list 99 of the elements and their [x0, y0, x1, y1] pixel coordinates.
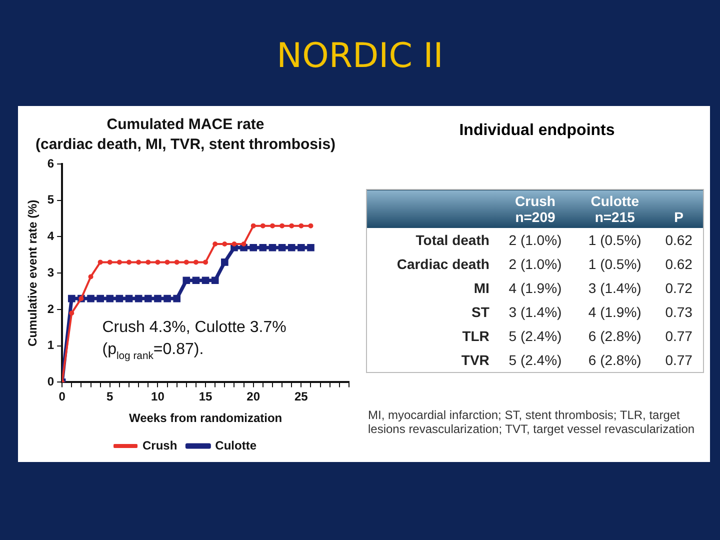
point: [125, 294, 133, 302]
point: [164, 260, 170, 265]
point: [289, 223, 294, 228]
point: [184, 260, 189, 265]
point: [212, 242, 218, 247]
point: [87, 294, 94, 302]
point: [155, 260, 160, 265]
point: [211, 276, 219, 284]
point: [126, 260, 132, 265]
category-label: Crush n=209: [495, 190, 576, 228]
text: 1 (0.5%): [588, 256, 642, 272]
point: [164, 294, 171, 302]
text: 0.72: [665, 280, 692, 296]
y-tick-label: 3: [47, 265, 54, 280]
point: [202, 276, 210, 284]
text: 3 (1.4%): [588, 280, 642, 296]
point: [182, 276, 190, 284]
text: 0.77: [665, 328, 692, 344]
text: 0.62: [665, 256, 692, 272]
x-tick-label: 10: [151, 390, 165, 404]
point: [193, 260, 198, 265]
point: [280, 223, 285, 228]
text: 6 (2.8%): [588, 352, 642, 368]
text: 3 (1.4%): [508, 304, 562, 320]
chart-subtitle: (cardiac death, MI, TVR, stent thrombosis): [35, 136, 336, 154]
point: [278, 244, 286, 252]
point: [259, 244, 267, 252]
text: 4 (1.9%): [508, 280, 562, 296]
point: [134, 294, 142, 302]
y-tick-label: 5: [47, 192, 54, 207]
text: 6 (2.8%): [588, 328, 642, 344]
x-tick-label: 15: [198, 390, 213, 404]
point: [192, 276, 200, 284]
point: [203, 260, 208, 265]
point: [250, 223, 256, 228]
category-label: TLR: [462, 328, 490, 344]
text: Individual endpoints: [458, 122, 616, 140]
point: [98, 260, 103, 265]
text: 5 (2.4%): [508, 328, 562, 344]
text: 2 (1.0%): [508, 256, 562, 272]
y-tick-label: 0: [47, 374, 54, 389]
annotation: Crush 4.3%, Culotte 3.7%: [102, 319, 286, 336]
text: 0.77: [665, 352, 692, 368]
point: [116, 294, 124, 302]
category-label: P: [654, 190, 704, 228]
text: MI, myocardial infarction; ST, stent thrombosis; TLR, target lesions revascularization; TVT, target vessel revascularization: [368, 408, 696, 436]
point: [240, 244, 248, 252]
y-axis-title: Cumulative event rate (%): [26, 200, 40, 346]
point: [221, 258, 228, 266]
text: 0.73: [665, 304, 692, 320]
legend-label: Culotte: [215, 438, 257, 452]
category-label: MI: [474, 280, 490, 296]
y-tick-label: 4: [47, 229, 54, 244]
point: [241, 242, 246, 247]
point: [232, 242, 237, 247]
point: [69, 310, 74, 316]
point: [106, 294, 114, 302]
point: [298, 244, 305, 252]
y-tick-label: 1: [47, 338, 54, 352]
text: 4 (1.9%): [588, 304, 642, 320]
y-tick-label: 6: [47, 156, 54, 170]
category-label: Cardiac death: [396, 256, 490, 272]
point: [307, 244, 314, 252]
x-axis-title: Weeks from randomization: [128, 411, 282, 426]
legend-label: Crush: [142, 438, 178, 452]
x-tick-label: 5: [106, 390, 114, 404]
point: [96, 294, 104, 302]
point: [288, 244, 296, 252]
point: [68, 294, 76, 302]
point: [144, 294, 152, 302]
text: 1 (0.5%): [588, 232, 642, 248]
category-label: ST: [472, 304, 490, 320]
point: [222, 242, 228, 247]
text: 0.62: [665, 232, 692, 248]
category-label: TVR: [461, 352, 490, 368]
category-label: Total death: [416, 232, 490, 248]
point: [116, 260, 122, 265]
point: [250, 244, 258, 252]
point: [260, 223, 266, 228]
point: [174, 260, 180, 265]
point: [268, 244, 276, 252]
text: 5 (2.4%): [508, 352, 562, 368]
text: NORDIC II: [276, 36, 444, 76]
point: [154, 294, 162, 302]
x-tick-label: 20: [246, 390, 260, 404]
point: [146, 260, 151, 265]
y-tick-label: 2: [47, 302, 54, 316]
x-tick-label: 25: [294, 390, 308, 404]
point: [173, 294, 181, 302]
point: [88, 274, 94, 280]
point: [298, 223, 304, 228]
chart-title: Cumulated MACE rate: [106, 116, 264, 134]
category-label: Culotte n=215: [575, 190, 655, 228]
text: 2 (1.0%): [508, 232, 562, 248]
point: [107, 260, 112, 265]
point: [270, 223, 275, 228]
point: [136, 260, 142, 265]
point: [308, 223, 314, 228]
x-tick-label: 0: [58, 390, 66, 404]
